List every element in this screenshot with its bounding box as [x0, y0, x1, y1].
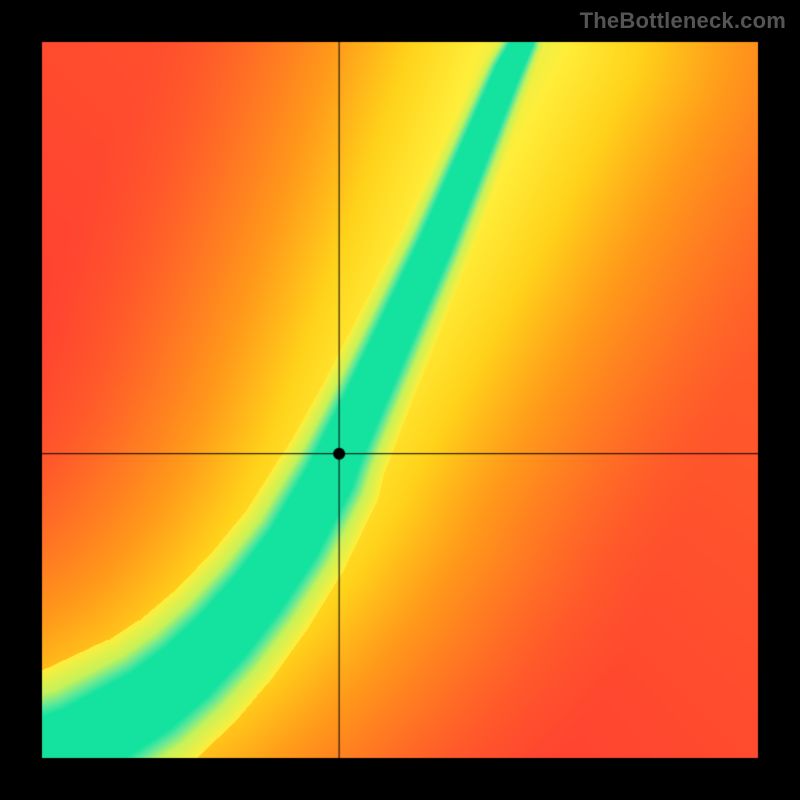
chart-container: { "meta": { "watermark": "TheBottleneck.… [0, 0, 800, 800]
watermark-text: TheBottleneck.com [580, 8, 786, 34]
bottleneck-heatmap [0, 0, 800, 800]
